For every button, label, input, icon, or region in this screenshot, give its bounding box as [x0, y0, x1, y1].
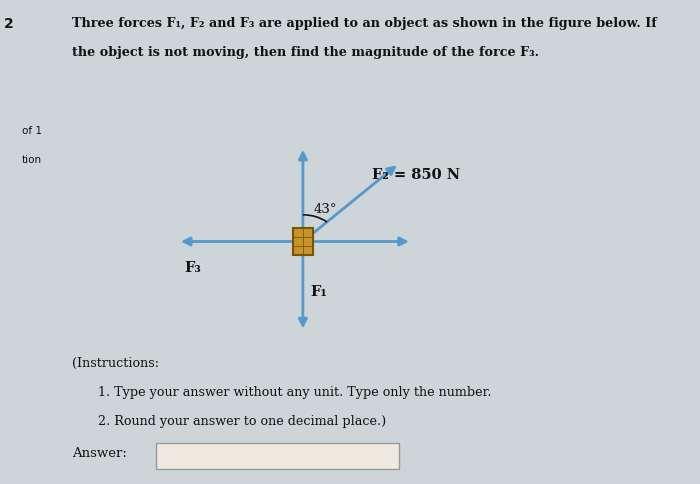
- Text: the object is not moving, then find the magnitude of the force F₃.: the object is not moving, then find the …: [72, 46, 539, 59]
- Text: 2. Round your answer to one decimal place.): 2. Round your answer to one decimal plac…: [98, 414, 386, 427]
- Text: F₁: F₁: [311, 284, 328, 298]
- Text: F₂ = 850 N: F₂ = 850 N: [372, 168, 460, 182]
- Text: 1. Type your answer without any unit. Type only the number.: 1. Type your answer without any unit. Ty…: [98, 385, 491, 398]
- Bar: [155, 443, 399, 469]
- Text: Three forces F₁, F₂ and F₃ are applied to an object as shown in the figure below: Three forces F₁, F₂ and F₃ are applied t…: [72, 17, 657, 30]
- Text: F₃: F₃: [184, 260, 202, 274]
- Bar: [293, 229, 313, 256]
- Text: tion: tion: [22, 155, 42, 165]
- Text: 2: 2: [4, 17, 13, 31]
- Text: of 1: of 1: [22, 126, 42, 136]
- Text: 43°: 43°: [314, 202, 337, 215]
- Text: (Instructions:: (Instructions:: [72, 356, 160, 369]
- Text: Answer:: Answer:: [72, 446, 127, 459]
